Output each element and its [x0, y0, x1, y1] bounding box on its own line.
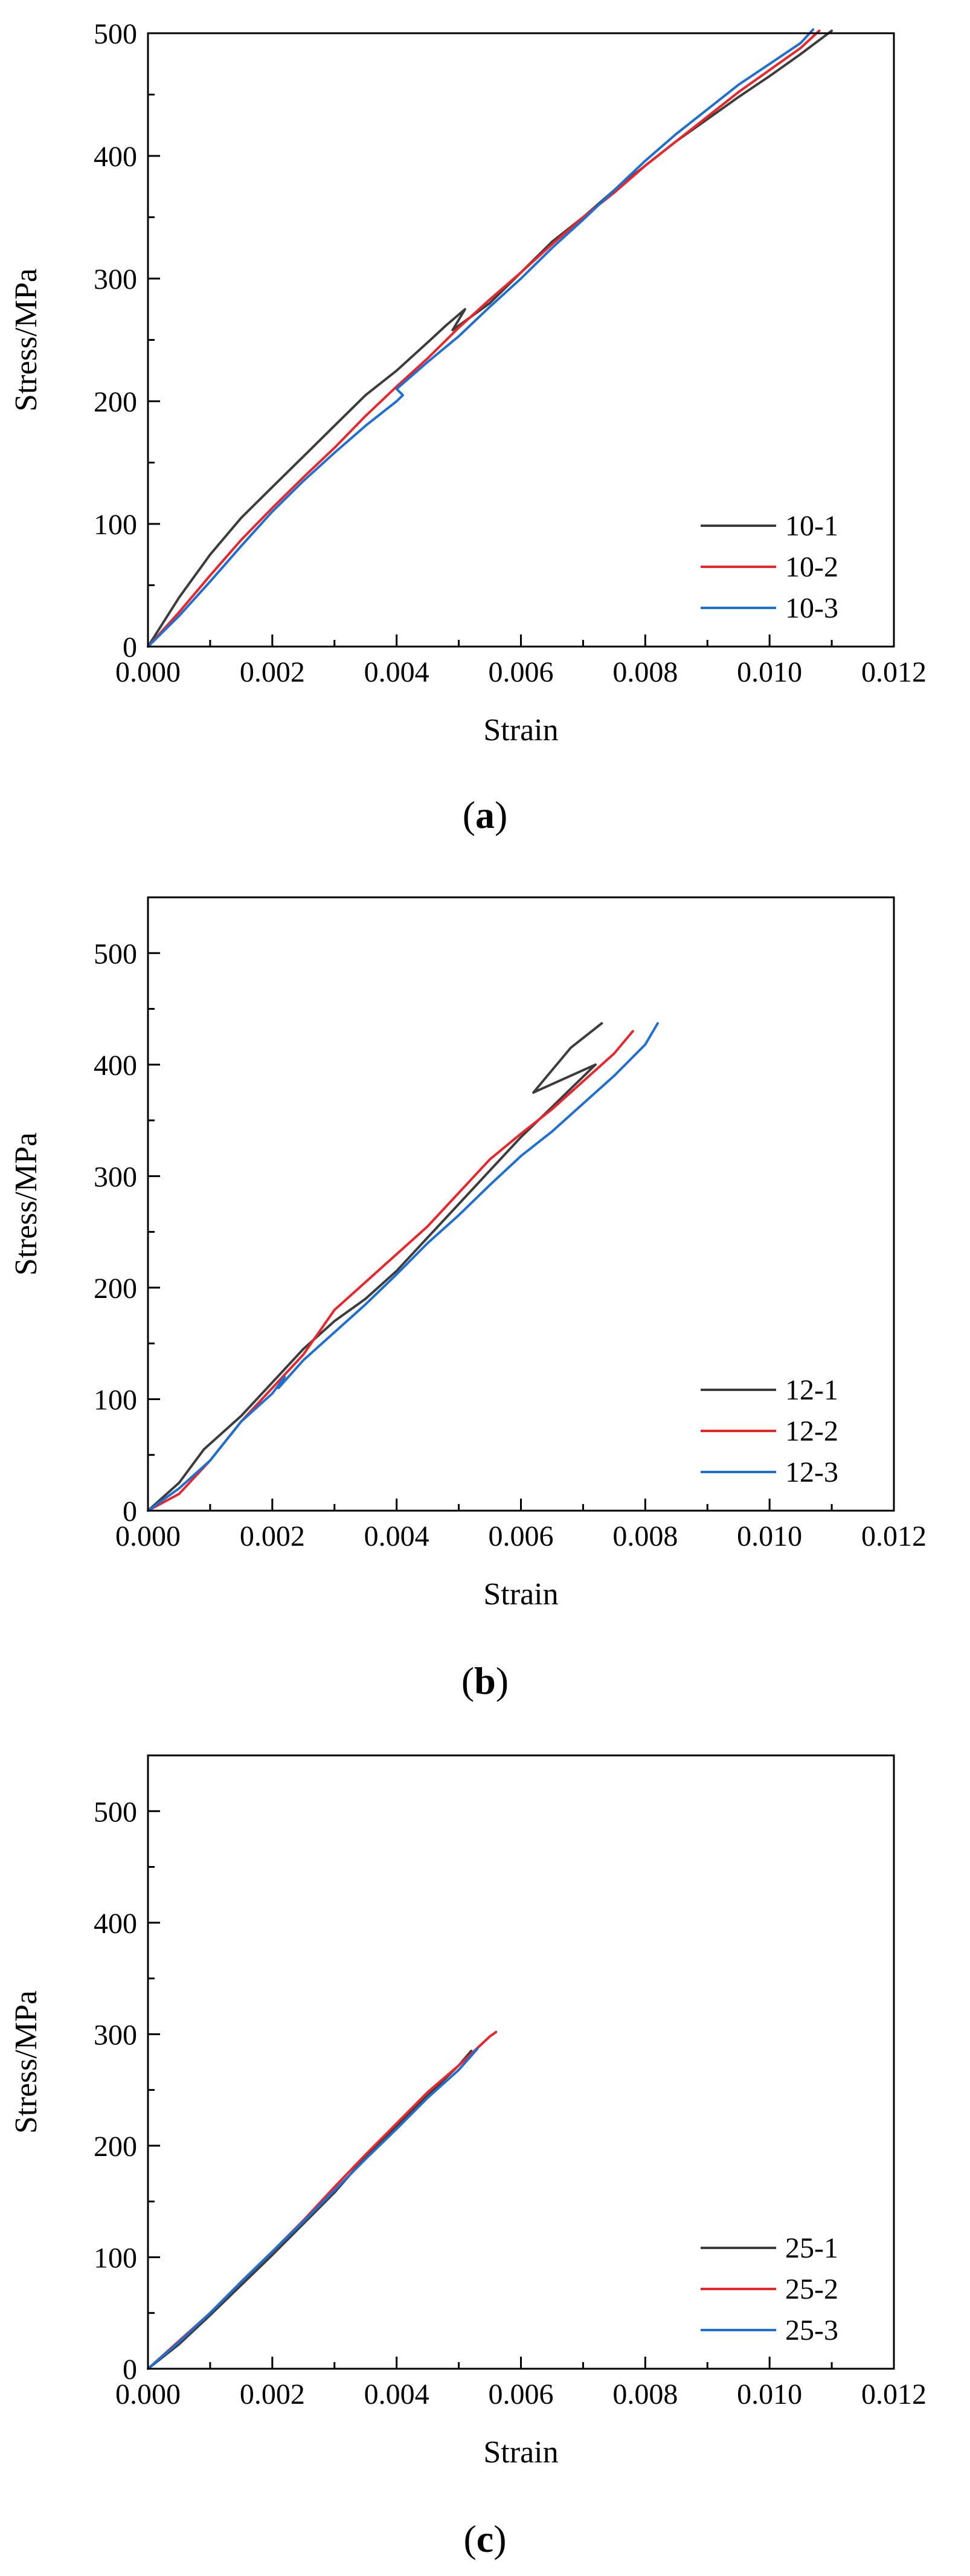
x-tick-label: 0.006 [489, 2378, 554, 2410]
caption-open-paren: ( [461, 1659, 475, 1702]
panel-caption-a: (a) [0, 793, 970, 838]
x-tick-label: 0.008 [612, 1520, 678, 1552]
caption-close-paren: ) [495, 793, 508, 836]
legend-label-10-2: 10-2 [785, 551, 838, 583]
x-axis-label: Strain [483, 2435, 558, 2470]
x-tick-label: 0.000 [115, 2378, 181, 2410]
x-tick-label: 0.006 [489, 656, 554, 688]
legend-label-10-3: 10-3 [785, 592, 838, 624]
x-tick-label: 0.010 [737, 1520, 802, 1552]
caption-letter: b [474, 1659, 496, 1702]
x-tick-label: 0.004 [364, 2378, 429, 2410]
legend: 12-1 12-2 12-3 [701, 1374, 838, 1488]
x-axis: 0.000 0.002 0.004 0.006 0.008 0.010 0.012 [115, 634, 927, 688]
y-tick-label: 400 [94, 141, 137, 173]
legend-label-12-3: 12-3 [785, 1456, 838, 1488]
y-tick-label: 200 [94, 386, 137, 418]
legend-label-25-1: 25-1 [785, 2232, 838, 2264]
x-tick-label: 0.002 [240, 2378, 305, 2410]
legend-label-25-3: 25-3 [785, 2314, 838, 2346]
legend-label-10-1: 10-1 [785, 510, 838, 542]
x-axis-label: Strain [483, 713, 558, 747]
series-line-25-3 [147, 2047, 479, 2370]
panel-caption-c: (c) [0, 2517, 970, 2561]
caption-letter: a [475, 793, 495, 836]
caption-open-paren: ( [463, 2517, 477, 2560]
y-axis: 0 100 200 300 400 500 [94, 1796, 160, 2386]
x-tick-label: 0.012 [861, 656, 927, 688]
x-tick-label: 0.012 [861, 2378, 927, 2410]
legend: 10-1 10-2 10-3 [701, 510, 838, 624]
chart-panel-b: 0.000 0.002 0.004 0.006 0.008 0.010 0.012 Strai… [0, 864, 970, 1722]
caption-letter: c [476, 2517, 494, 2560]
y-tick-label: 500 [94, 18, 137, 50]
caption-close-paren: ) [495, 1659, 509, 1702]
legend-label-25-2: 25-2 [785, 2273, 838, 2305]
y-tick-label: 200 [94, 2131, 137, 2163]
x-axis: 0.000 0.002 0.004 0.006 0.008 0.010 0.012 [115, 1499, 927, 1552]
stress-strain-chart-b: 0.000 0.002 0.004 0.006 0.008 0.010 0.012 Strai… [9, 896, 927, 1612]
y-tick-label: 0 [123, 2354, 137, 2386]
x-tick-label: 0.010 [737, 656, 802, 688]
y-axis: 0 100 200 300 400 500 [94, 18, 160, 663]
x-tick-label: 0.008 [612, 656, 678, 688]
series-group [147, 1022, 659, 1512]
x-tick-label: 0.010 [737, 2378, 802, 2410]
x-tick-label: 0.006 [489, 1520, 554, 1552]
y-tick-label: 300 [94, 2019, 137, 2051]
x-axis: 0.000 0.002 0.004 0.006 0.008 0.010 0.012 [115, 2357, 927, 2410]
plot-frame [147, 1754, 895, 2370]
y-tick-label: 500 [94, 1796, 137, 1828]
series-line-10-1 [147, 29, 833, 648]
y-tick-label: 100 [94, 509, 137, 541]
caption-close-paren: ) [493, 2517, 507, 2560]
plot-frame [147, 32, 895, 648]
series-line-12-2 [147, 1030, 634, 1512]
x-tick-label: 0.004 [364, 1520, 429, 1552]
y-tick-label: 300 [94, 1161, 137, 1193]
legend-label-12-1: 12-1 [785, 1374, 838, 1406]
y-tick-label: 100 [94, 1384, 137, 1416]
x-axis-label: Strain [483, 1577, 558, 1612]
y-axis-label: Stress/MPa [9, 1132, 43, 1276]
caption-open-paren: ( [462, 793, 475, 836]
y-axis-label: Stress/MPa [9, 1990, 43, 2134]
series-group [147, 2030, 498, 2370]
series-line-10-3 [147, 28, 815, 648]
series-line-25-1 [147, 2050, 473, 2370]
y-tick-label: 400 [94, 1908, 137, 1940]
legend: 25-1 25-2 25-3 [701, 2232, 838, 2346]
x-tick-label: 0.008 [612, 2378, 678, 2410]
x-tick-label: 0.002 [240, 656, 305, 688]
stress-strain-chart-c: 0.000 0.002 0.004 0.006 0.008 0.010 0.012 Strai… [9, 1754, 927, 2470]
chart-panel-a: 0.000 0.002 0.004 0.006 0.008 0.010 0.012 Strai… [0, 0, 970, 858]
x-tick-label: 0.004 [364, 656, 429, 688]
y-tick-label: 0 [123, 631, 137, 663]
y-tick-label: 0 [123, 1496, 137, 1528]
x-tick-label: 0.000 [115, 1520, 181, 1552]
x-tick-label: 0.012 [861, 1520, 927, 1552]
stress-strain-chart-a: 0.000 0.002 0.004 0.006 0.008 0.010 0.012 Strai… [9, 18, 927, 747]
series-group [147, 28, 833, 648]
y-tick-label: 500 [94, 938, 137, 970]
series-line-10-2 [147, 29, 821, 648]
panel-caption-b: (b) [0, 1659, 970, 1703]
series-line-12-3 [147, 1022, 659, 1512]
x-tick-label: 0.002 [240, 1520, 305, 1552]
y-axis: 0 100 200 300 400 500 [94, 938, 160, 1528]
y-tick-label: 300 [94, 263, 137, 295]
y-tick-label: 200 [94, 1273, 137, 1305]
y-axis-label: Stress/MPa [9, 268, 43, 412]
chart-panel-c: 0.000 0.002 0.004 0.006 0.008 0.010 0.012 Strai… [0, 1722, 970, 2576]
x-tick-label: 0.000 [115, 656, 181, 688]
series-line-12-1 [147, 1022, 603, 1512]
plot-frame [147, 896, 895, 1512]
y-tick-label: 400 [94, 1050, 137, 1082]
y-tick-label: 100 [94, 2242, 137, 2274]
legend-label-12-2: 12-2 [785, 1415, 838, 1447]
